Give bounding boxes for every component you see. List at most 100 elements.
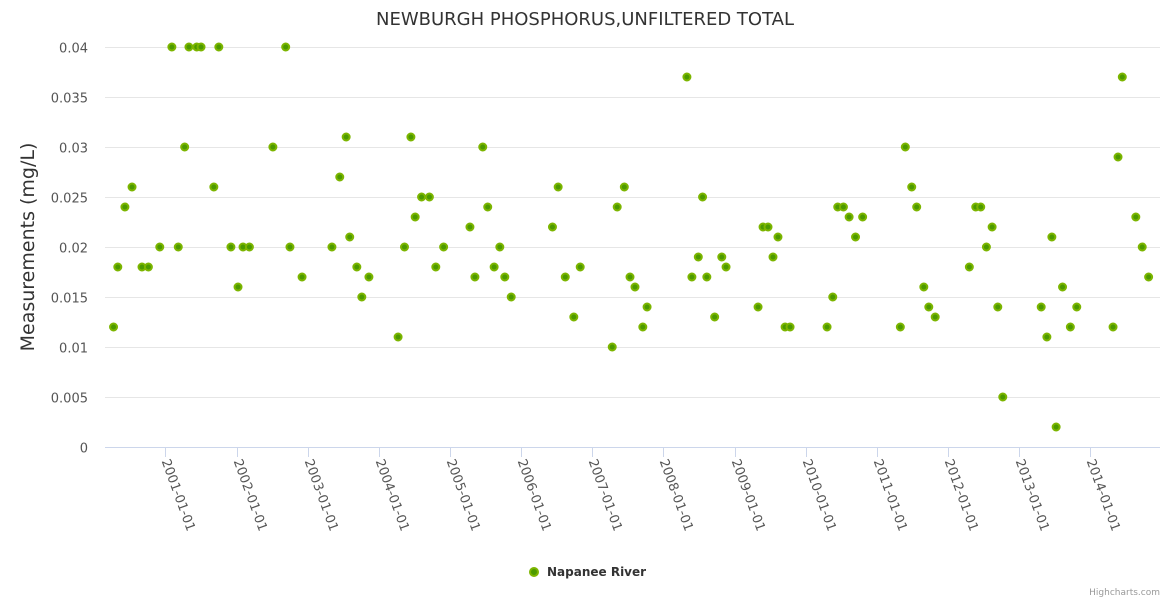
data-point[interactable] xyxy=(993,302,1003,312)
data-point[interactable] xyxy=(1058,282,1068,292)
data-point[interactable] xyxy=(143,262,153,272)
data-point[interactable] xyxy=(285,242,295,252)
data-point[interactable] xyxy=(895,322,905,332)
data-point[interactable] xyxy=(919,282,929,292)
data-point[interactable] xyxy=(410,212,420,222)
data-point[interactable] xyxy=(822,322,832,332)
data-point[interactable] xyxy=(838,202,848,212)
data-point[interactable] xyxy=(214,42,224,52)
data-point[interactable] xyxy=(828,292,838,302)
data-point[interactable] xyxy=(357,292,367,302)
data-point[interactable] xyxy=(717,252,727,262)
data-point[interactable] xyxy=(506,292,516,302)
data-point[interactable] xyxy=(406,132,416,142)
data-point[interactable] xyxy=(698,192,708,202)
data-point[interactable] xyxy=(693,252,703,262)
data-point[interactable] xyxy=(465,222,475,232)
data-point[interactable] xyxy=(155,242,165,252)
data-point[interactable] xyxy=(173,242,183,252)
data-point[interactable] xyxy=(642,302,652,312)
data-point[interactable] xyxy=(209,182,219,192)
data-point[interactable] xyxy=(768,252,778,262)
data-point[interactable] xyxy=(109,322,119,332)
data-point[interactable] xyxy=(1137,242,1147,252)
data-point[interactable] xyxy=(335,172,345,182)
data-point[interactable] xyxy=(180,142,190,152)
data-point[interactable] xyxy=(483,202,493,212)
data-point[interactable] xyxy=(702,272,712,282)
data-point[interactable] xyxy=(1036,302,1046,312)
data-point[interactable] xyxy=(1113,152,1123,162)
data-point[interactable] xyxy=(226,242,236,252)
data-point[interactable] xyxy=(439,242,449,252)
data-point[interactable] xyxy=(1144,272,1154,282)
data-point[interactable] xyxy=(907,182,917,192)
data-point[interactable] xyxy=(1065,322,1075,332)
data-point[interactable] xyxy=(417,192,427,202)
data-point[interactable] xyxy=(352,262,362,272)
data-point[interactable] xyxy=(763,222,773,232)
data-point[interactable] xyxy=(981,242,991,252)
data-point[interactable] xyxy=(1047,232,1057,242)
data-point[interactable] xyxy=(682,72,692,82)
data-point[interactable] xyxy=(233,282,243,292)
data-point[interactable] xyxy=(964,262,974,272)
data-point[interactable] xyxy=(399,242,409,252)
data-point[interactable] xyxy=(607,342,617,352)
data-point[interactable] xyxy=(900,142,910,152)
data-point[interactable] xyxy=(619,182,629,192)
data-point[interactable] xyxy=(470,272,480,282)
data-point[interactable] xyxy=(785,322,795,332)
data-point[interactable] xyxy=(976,202,986,212)
data-point[interactable] xyxy=(924,302,934,312)
data-point[interactable] xyxy=(721,262,731,272)
data-point[interactable] xyxy=(710,312,720,322)
data-point[interactable] xyxy=(638,322,648,332)
data-point[interactable] xyxy=(393,332,403,342)
data-point[interactable] xyxy=(547,222,557,232)
data-point[interactable] xyxy=(327,242,337,252)
data-point[interactable] xyxy=(612,202,622,212)
data-point[interactable] xyxy=(281,42,291,52)
data-point[interactable] xyxy=(753,302,763,312)
data-point[interactable] xyxy=(297,272,307,282)
data-point[interactable] xyxy=(500,272,510,282)
data-point[interactable] xyxy=(1117,72,1127,82)
data-point[interactable] xyxy=(575,262,585,272)
data-point[interactable] xyxy=(687,272,697,282)
data-point[interactable] xyxy=(630,282,640,292)
data-point[interactable] xyxy=(196,42,206,52)
data-point[interactable] xyxy=(625,272,635,282)
data-point[interactable] xyxy=(495,242,505,252)
legend[interactable]: Napanee River xyxy=(529,565,646,579)
data-point[interactable] xyxy=(127,182,137,192)
data-point[interactable] xyxy=(120,202,130,212)
data-point[interactable] xyxy=(489,262,499,272)
data-point[interactable] xyxy=(1042,332,1052,342)
data-point[interactable] xyxy=(244,242,254,252)
data-point[interactable] xyxy=(345,232,355,242)
data-point[interactable] xyxy=(560,272,570,282)
data-point[interactable] xyxy=(113,262,123,272)
data-point[interactable] xyxy=(773,232,783,242)
data-point[interactable] xyxy=(341,132,351,142)
legend-item-napanee-river[interactable]: Napanee River xyxy=(547,565,646,579)
data-point[interactable] xyxy=(851,232,861,242)
data-point[interactable] xyxy=(478,142,488,152)
data-point[interactable] xyxy=(424,192,434,202)
data-point[interactable] xyxy=(364,272,374,282)
data-point[interactable] xyxy=(431,262,441,272)
data-point[interactable] xyxy=(844,212,854,222)
data-point[interactable] xyxy=(167,42,177,52)
data-point[interactable] xyxy=(268,142,278,152)
data-point[interactable] xyxy=(858,212,868,222)
data-point[interactable] xyxy=(184,42,194,52)
data-point[interactable] xyxy=(1072,302,1082,312)
data-point[interactable] xyxy=(930,312,940,322)
data-point[interactable] xyxy=(912,202,922,212)
data-point[interactable] xyxy=(987,222,997,232)
data-point[interactable] xyxy=(1131,212,1141,222)
data-point[interactable] xyxy=(998,392,1008,402)
data-point[interactable] xyxy=(1108,322,1118,332)
credits-link[interactable]: Highcharts.com xyxy=(1089,588,1160,598)
